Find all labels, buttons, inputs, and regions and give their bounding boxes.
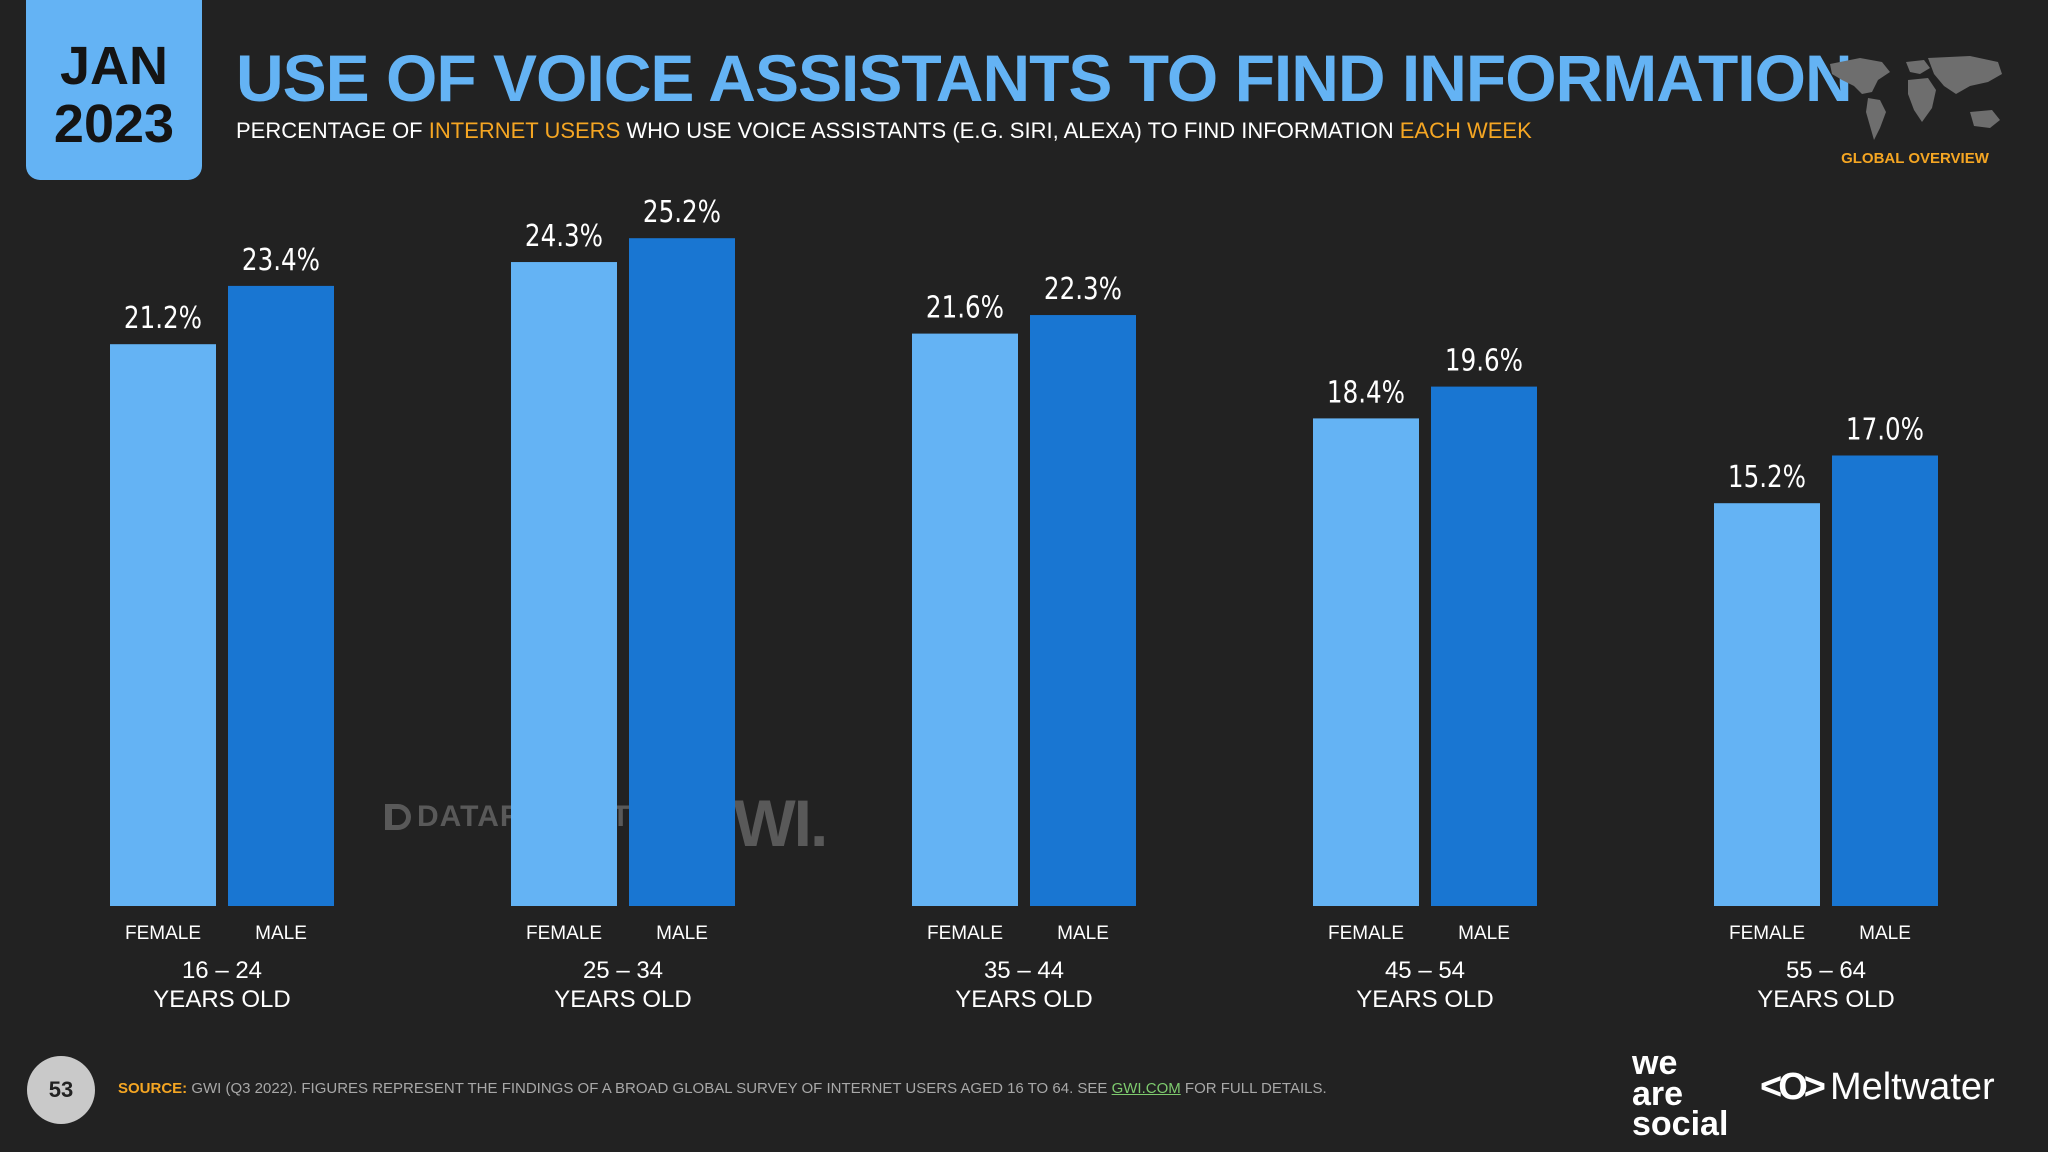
date-year: 2023: [53, 94, 175, 154]
bar-female-1: [110, 344, 216, 906]
series-label-male-5: MALE: [1859, 923, 1911, 944]
series-label-female-1: FEMALE: [125, 923, 201, 944]
data-label-female-3: 21.6%: [926, 291, 1004, 325]
meltwater-icon: <O>: [1760, 1066, 1826, 1108]
source-tail: FOR FULL DETAILS.: [1180, 1080, 1327, 1097]
global-overview-label: GLOBAL OVERVIEW: [1841, 150, 1989, 167]
data-label-female-2: 24.3%: [525, 220, 603, 254]
category-label-3-line-2: YEARS OLD: [955, 986, 1092, 1013]
world-map-icon: [1830, 56, 2002, 140]
series-label-male-3: MALE: [1057, 923, 1109, 944]
data-label-male-3: 22.3%: [1044, 273, 1122, 307]
page-subtitle: PERCENTAGE OF INTERNET USERS WHO USE VOI…: [236, 118, 1532, 144]
series-label-male-2: MALE: [656, 923, 708, 944]
series-label-female-5: FEMALE: [1729, 923, 1805, 944]
data-label-female-1: 21.2%: [124, 302, 202, 336]
brand-are: are: [1632, 1074, 1684, 1113]
bar-male-2: [629, 238, 735, 906]
brand-social: social: [1632, 1105, 1729, 1144]
bar-female-3: [912, 333, 1018, 907]
page-number: 53: [27, 1056, 95, 1124]
bar-male-4: [1431, 386, 1537, 907]
date-month: JAN: [59, 36, 169, 96]
series-label-female-3: FEMALE: [927, 923, 1003, 944]
series-label-female-2: FEMALE: [526, 923, 602, 944]
data-label-female-5: 15.2%: [1728, 461, 1806, 495]
bar-female-2: [511, 262, 617, 906]
category-label-1-line-2: YEARS OLD: [153, 986, 290, 1013]
category-label-5-line-1: 55 – 64: [1786, 957, 1866, 984]
subtitle-part-1: PERCENTAGE OF: [236, 118, 429, 143]
brand-we: we: [1632, 1044, 1678, 1082]
bar-female-4: [1313, 418, 1419, 906]
meltwater-wordmark: Meltwater: [1829, 1066, 1995, 1108]
data-label-male-1: 23.4%: [242, 244, 320, 278]
category-label-5-line-2: YEARS OLD: [1757, 986, 1894, 1013]
subtitle-highlight-2: EACH WEEK: [1399, 118, 1532, 143]
category-label-3-line-1: 35 – 44: [984, 957, 1064, 984]
data-label-male-5: 17.0%: [1846, 413, 1924, 447]
data-label-male-2: 25.2%: [643, 196, 721, 230]
datareportal-logo-icon: [385, 804, 411, 830]
source-label: SOURCE:: [118, 1080, 188, 1097]
category-label-4-line-1: 45 – 54: [1385, 957, 1465, 984]
series-label-female-4: FEMALE: [1328, 923, 1404, 944]
bar-male-1: [228, 285, 334, 906]
source-link[interactable]: GWI.COM: [1111, 1080, 1181, 1097]
meltwater-logo: <O> Meltwater: [1760, 1066, 1995, 1109]
bar-female-5: [1714, 503, 1820, 906]
source-note: SOURCE: GWI (Q3 2022). FIGURES REPRESENT…: [118, 1080, 1327, 1097]
category-label-1-line-1: 16 – 24: [182, 957, 262, 984]
category-label-4-line-2: YEARS OLD: [1356, 986, 1493, 1013]
bar-male-5: [1832, 455, 1938, 906]
category-label-2-line-2: YEARS OLD: [554, 986, 691, 1013]
subtitle-part-2: WHO USE VOICE ASSISTANTS (E.G. SIRI, ALE…: [620, 118, 1400, 143]
series-label-male-4: MALE: [1458, 923, 1510, 944]
bar-male-3: [1030, 315, 1136, 906]
page-title: USE OF VOICE ASSISTANTS TO FIND INFORMAT…: [236, 41, 1853, 115]
subtitle-highlight-1: INTERNET USERS: [428, 118, 621, 143]
we-are-social-logo: we are social: [1632, 1044, 1729, 1144]
category-label-2-line-1: 25 – 34: [583, 957, 663, 984]
series-label-male-1: MALE: [255, 923, 307, 944]
data-label-male-4: 19.6%: [1445, 344, 1523, 378]
date-badge: JAN 2023: [26, 0, 202, 180]
source-text: GWI (Q3 2022). FIGURES REPRESENT THE FIN…: [187, 1080, 1112, 1097]
data-label-female-4: 18.4%: [1327, 376, 1405, 410]
